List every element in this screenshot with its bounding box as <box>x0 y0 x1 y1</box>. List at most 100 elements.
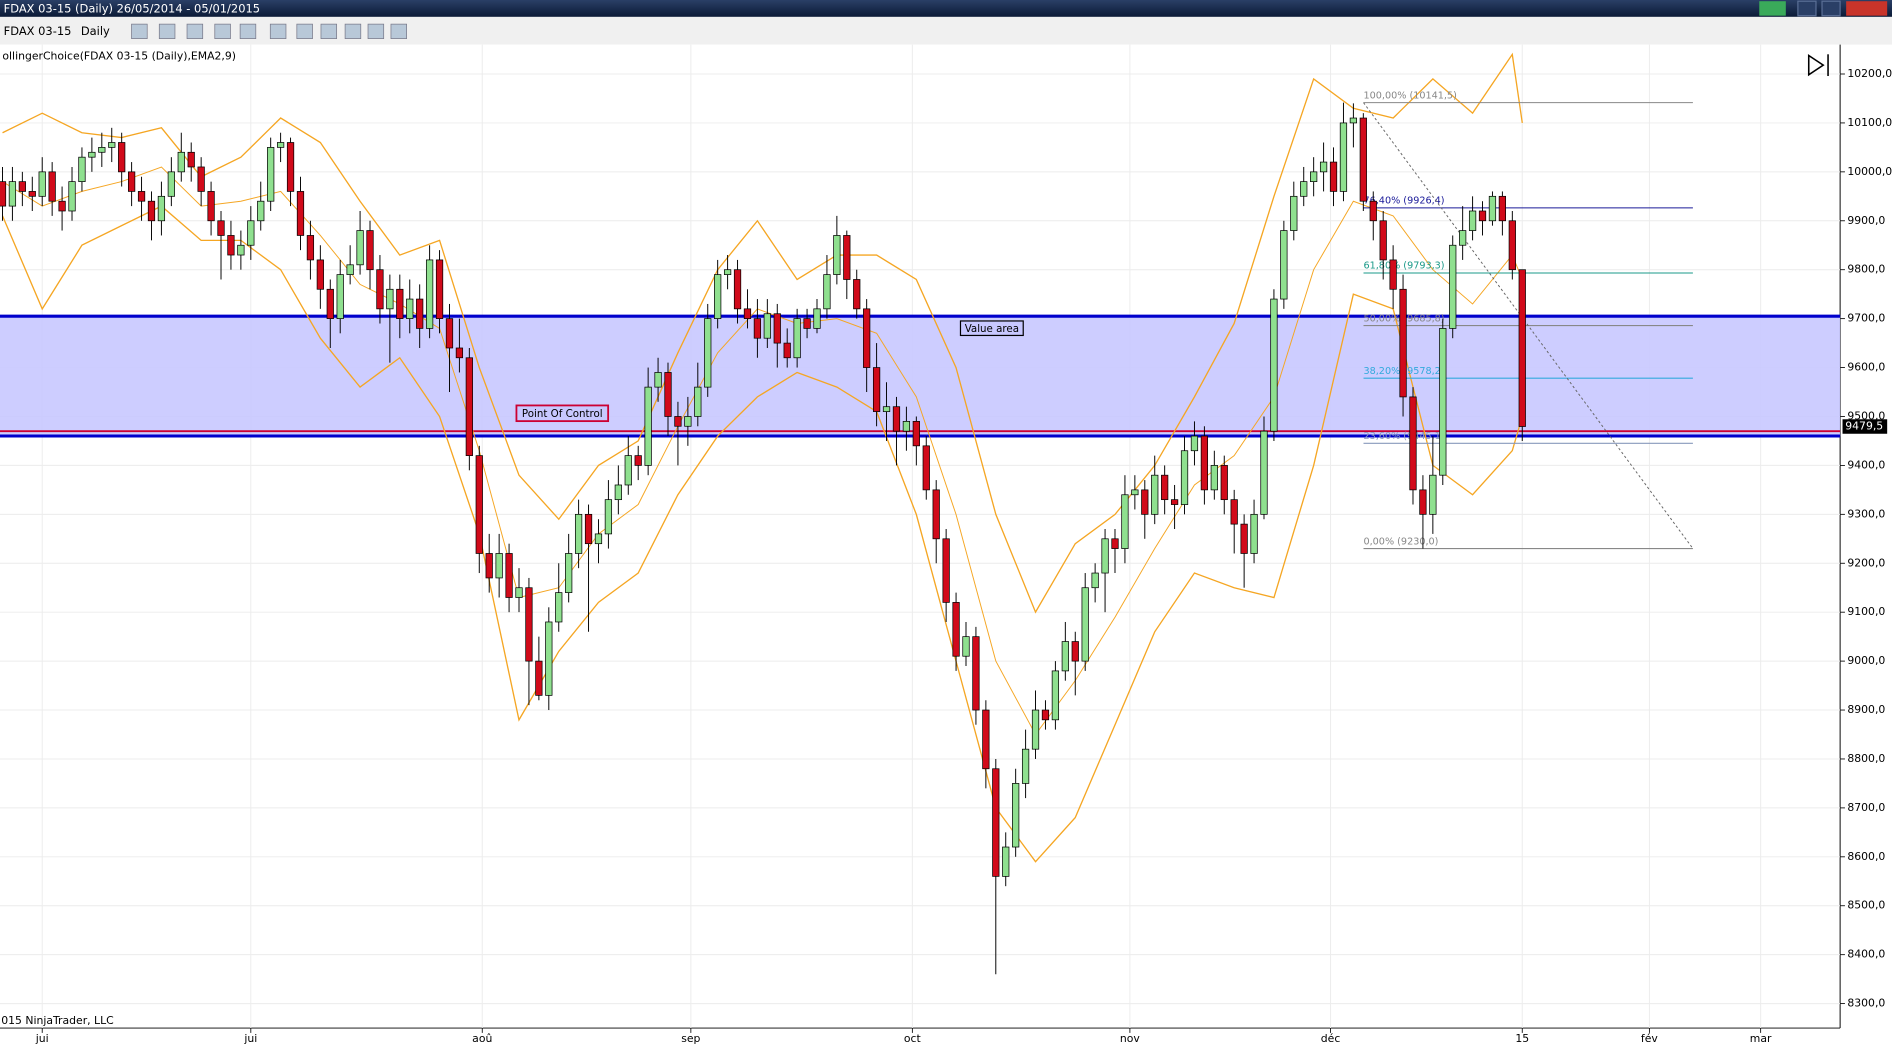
y-tick-label: 9300,0 <box>1847 507 1885 520</box>
restore-button[interactable] <box>1821 0 1841 17</box>
candle-body <box>863 308 871 368</box>
y-tick-label: 8300,0 <box>1847 997 1885 1010</box>
poc-label: Point Of Control <box>522 408 603 420</box>
candle-body <box>1508 220 1516 271</box>
candle-body <box>416 298 424 329</box>
candle-body <box>942 538 950 603</box>
candle-body <box>1498 195 1507 222</box>
candle-body <box>872 367 881 412</box>
candle-body <box>1468 210 1477 231</box>
candle-body <box>1141 489 1149 515</box>
candle-body <box>396 288 404 319</box>
tool-data-box[interactable] <box>390 23 407 39</box>
candle-body <box>565 553 573 593</box>
candle-body <box>485 553 493 579</box>
candle-body <box>743 308 752 319</box>
candle-body <box>1061 641 1069 672</box>
tool-scale[interactable] <box>214 23 231 39</box>
candle-body <box>475 455 483 554</box>
candle-body <box>952 602 960 657</box>
candle-body <box>594 533 603 545</box>
tool-cross[interactable] <box>239 23 257 39</box>
candle-body <box>1439 328 1447 476</box>
candle-body <box>386 288 394 310</box>
candle-body <box>1111 538 1119 549</box>
toolbar-icons[interactable] <box>131 23 407 39</box>
candle-body <box>902 421 911 432</box>
y-tick-label: 9200,0 <box>1847 556 1885 569</box>
tool-magic[interactable] <box>186 23 204 39</box>
candle-body <box>644 386 652 466</box>
candle-body <box>555 592 563 623</box>
candle-body <box>972 636 980 711</box>
fib-label: 76,40% (9926,4) <box>1363 196 1444 207</box>
y-tick-label: 8400,0 <box>1847 948 1885 961</box>
candle-body <box>1359 117 1367 202</box>
candle-body <box>525 587 533 662</box>
candle-body <box>1369 200 1377 222</box>
tool-bars[interactable] <box>131 23 148 39</box>
candle-body <box>545 621 553 696</box>
tool-properties[interactable] <box>296 23 313 39</box>
tool-indicators[interactable] <box>320 23 338 39</box>
candle-body <box>1240 523 1248 554</box>
candle-body <box>296 191 305 236</box>
candle-body <box>207 191 215 222</box>
bollinger-band <box>1 205 1523 863</box>
minimize-button[interactable] <box>1797 0 1817 17</box>
candle-body <box>882 406 891 412</box>
candle-body <box>1478 210 1487 222</box>
candle-body <box>1012 783 1020 848</box>
value-area-label-box <box>959 320 1024 337</box>
candle-body <box>694 386 702 417</box>
candle-body <box>88 151 96 158</box>
candle-body <box>1280 230 1288 300</box>
candle-body <box>733 269 742 310</box>
x-tick-label: oct <box>904 1032 921 1045</box>
x-tick-label: 15 <box>1515 1032 1529 1045</box>
candle-body <box>1071 641 1079 662</box>
x-tick-label: nov <box>1120 1032 1141 1045</box>
candle-body <box>1409 396 1417 491</box>
candle-body <box>1041 709 1050 721</box>
candle-body <box>197 166 205 192</box>
period-selector[interactable]: Daily <box>81 24 110 38</box>
candle-body <box>237 244 245 256</box>
candle-body <box>257 200 265 222</box>
indicator-label: ollingerChoice(FDAX 03-15 (Daily),EMA2,9… <box>2 50 236 63</box>
candle-body <box>1161 474 1169 501</box>
candle-body <box>1429 474 1437 515</box>
candle-body <box>1180 450 1189 505</box>
tool-draw[interactable] <box>158 23 176 39</box>
tool-template[interactable] <box>367 23 385 39</box>
toolbar <box>0 16 1892 45</box>
candle-body <box>704 318 712 388</box>
candle-body <box>187 151 195 168</box>
candle-body <box>465 357 473 456</box>
candle-body <box>286 142 295 192</box>
candle-body <box>425 259 434 329</box>
y-tick-label: 9400,0 <box>1847 458 1885 471</box>
candle-body <box>892 406 901 432</box>
candle-body <box>1319 161 1328 173</box>
instrument-selector[interactable]: FDAX 03-15 <box>4 24 72 38</box>
x-tick-label: jui <box>35 1032 49 1045</box>
candle-body <box>1190 435 1199 452</box>
candle-body <box>1151 474 1159 515</box>
candle-body <box>177 151 185 173</box>
candle-body <box>962 636 970 657</box>
candle-body <box>336 274 344 319</box>
tool-zoom[interactable] <box>269 23 287 39</box>
candle-body <box>833 235 841 275</box>
close-button[interactable] <box>1846 1 1888 16</box>
candle-body <box>326 288 334 319</box>
candle-body <box>1170 499 1179 505</box>
badge[interactable] <box>1759 1 1786 16</box>
candle-body <box>535 660 543 696</box>
tool-strategies[interactable] <box>344 23 362 39</box>
y-tick-label: 9500,0 <box>1847 409 1885 422</box>
play-icon[interactable] <box>1807 54 1829 77</box>
candle-body <box>1329 161 1338 192</box>
fib-label: 61,80% (9793,3) <box>1363 261 1444 272</box>
x-tick-label: mar <box>1750 1032 1772 1045</box>
